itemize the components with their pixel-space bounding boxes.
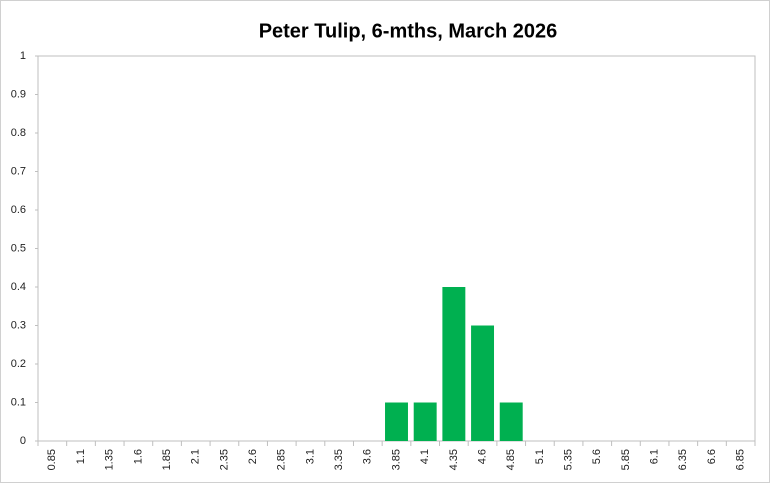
y-tick-label: 0.9 <box>11 88 26 100</box>
x-tick-label: 3.35 <box>333 449 345 470</box>
x-tick-label: 2.6 <box>247 449 259 464</box>
bar <box>471 325 495 441</box>
x-tick-label: 6.85 <box>735 449 747 470</box>
x-tick-label: 6.6 <box>706 449 718 464</box>
x-tick-label: 6.35 <box>677 449 689 470</box>
y-tick-label: 0.5 <box>11 242 26 254</box>
x-tick-label: 4.35 <box>448 449 460 470</box>
x-tick-label: 4.85 <box>505 449 517 470</box>
x-tick-label: 4.1 <box>419 449 431 464</box>
x-tick-label: 2.85 <box>276 449 288 470</box>
x-tick-label: 3.85 <box>390 449 402 470</box>
y-tick-label: 0.7 <box>11 165 26 177</box>
y-tick-label: 0.4 <box>11 281 26 293</box>
x-tick-label: 5.1 <box>534 449 546 464</box>
y-tick-label: 0 <box>20 435 26 447</box>
x-tick-label: 4.6 <box>476 449 488 464</box>
x-tick-label: 3.6 <box>362 449 374 464</box>
chart-title: Peter Tulip, 6-mths, March 2026 <box>259 20 558 42</box>
x-tick-label: 2.35 <box>218 449 230 470</box>
y-tick-label: 0.1 <box>11 396 26 408</box>
x-tick-label: 5.85 <box>620 449 632 470</box>
y-tick-label: 0.6 <box>11 204 26 216</box>
x-tick-label: 1.85 <box>161 449 173 470</box>
bar <box>499 402 523 441</box>
x-tick-label: 0.85 <box>46 449 58 470</box>
x-tick-label: 3.1 <box>304 449 316 464</box>
x-tick-label: 5.35 <box>562 449 574 470</box>
y-tick-label: 0.8 <box>11 127 26 139</box>
y-tick-label: 0.3 <box>11 319 26 331</box>
y-tick-label: 0.2 <box>11 358 26 370</box>
y-tick-label: 1 <box>20 50 26 62</box>
x-tick-label: 5.6 <box>591 449 603 464</box>
x-tick-label: 1.6 <box>132 449 144 464</box>
x-tick-label: 2.1 <box>190 449 202 464</box>
bar <box>413 402 437 441</box>
bar <box>442 287 466 441</box>
x-tick-label: 1.1 <box>75 449 87 464</box>
bar <box>385 402 408 441</box>
x-tick-label: 1.35 <box>104 449 116 470</box>
x-tick-label: 6.1 <box>649 449 661 464</box>
